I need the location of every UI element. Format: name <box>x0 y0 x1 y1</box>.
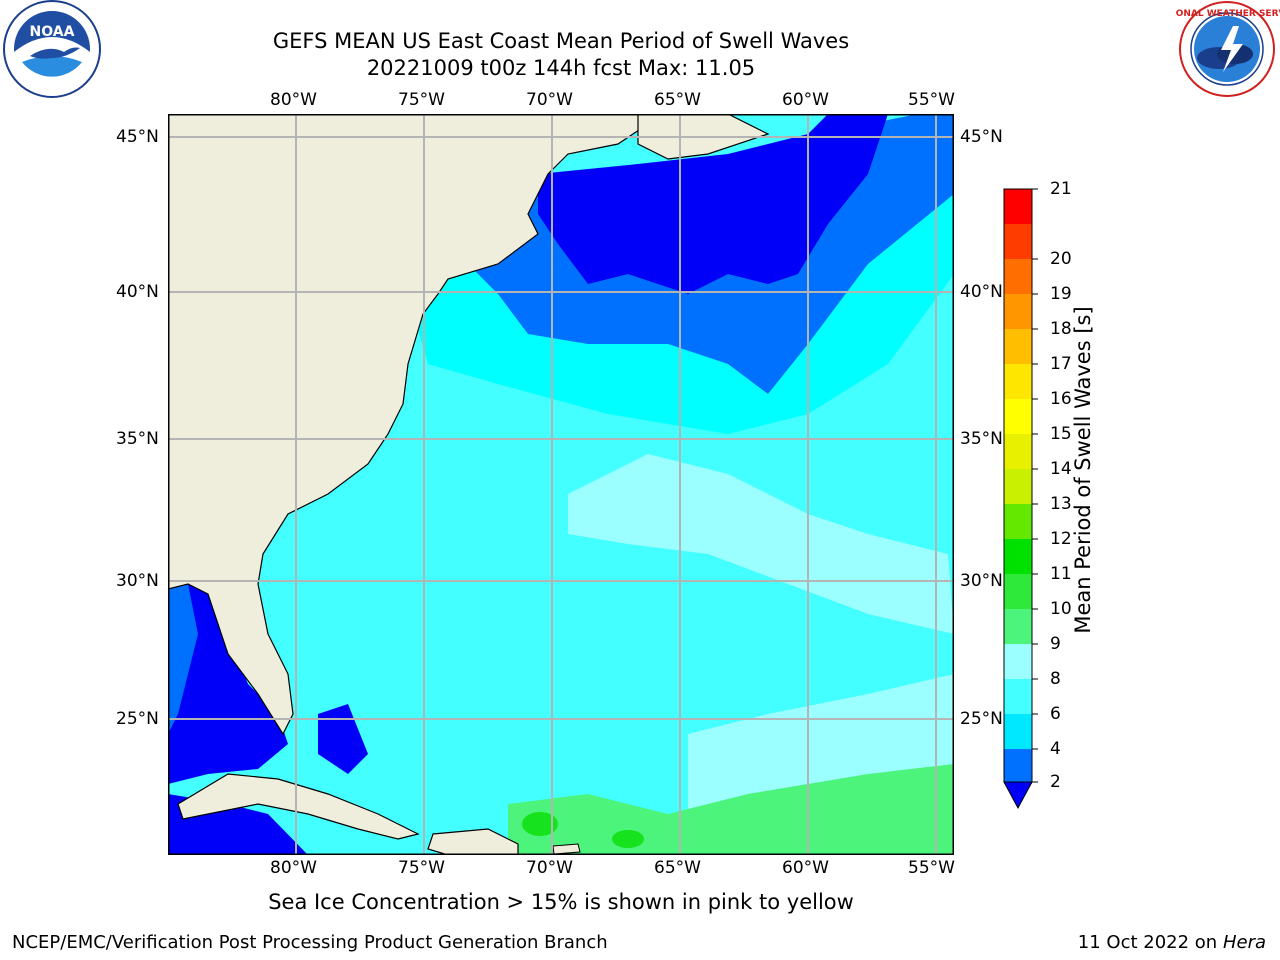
lat-label-left-35n: 35°N <box>116 429 159 449</box>
land-hispaniola <box>427 828 519 855</box>
colorbar-frame <box>1003 188 1033 783</box>
nws-logo: NATIONAL WEATHER SERVICE <box>1175 1 1280 97</box>
colorbar-tick-label: 12 <box>1050 529 1072 549</box>
colorbar-segment <box>1004 399 1032 434</box>
lon-label-top-75w: 75°W <box>398 90 445 110</box>
colorbar-tick-label: 20 <box>1050 249 1072 269</box>
colorbar-tick-label: 6 <box>1050 704 1061 724</box>
colorbar-under-arrow <box>1003 781 1033 810</box>
colorbar-segment <box>1004 364 1032 399</box>
colorbar-tick-label: 21 <box>1050 179 1072 199</box>
lat-label-left-30n: 30°N <box>116 571 159 591</box>
colorbar-tick-label: 18 <box>1050 319 1072 339</box>
colorbar-tick-label: 8 <box>1050 669 1061 689</box>
noaa-logo: NOAA <box>3 0 101 98</box>
ocean-8-9s-central <box>568 454 954 634</box>
colorbar-segment <box>1004 574 1032 609</box>
sea-ice-note: Sea Ice Concentration > 15% is shown in … <box>268 890 854 914</box>
lat-label-right-35n: 35°N <box>960 429 1003 449</box>
colorbar-segment <box>1004 189 1032 224</box>
gulf-2-4s <box>168 584 198 734</box>
colorbar-tick-label: 13 <box>1050 494 1072 514</box>
colorbar-segment <box>1004 644 1032 679</box>
map-frame <box>168 114 954 855</box>
colorbar-tick-label: 2 <box>1050 772 1061 792</box>
lon-label-top-60w: 60°W <box>782 90 829 110</box>
generation-date: 11 Oct 2022 on Hera <box>1078 932 1266 953</box>
lon-label-bottom-65w: 65°W <box>654 858 701 878</box>
lat-label-right-30n: 30°N <box>960 571 1003 591</box>
swell-period-map <box>168 114 954 855</box>
ocean-10-11s-b <box>612 830 644 848</box>
colorbar-segment <box>1004 329 1032 364</box>
colorbar-tick-label: 4 <box>1050 739 1061 759</box>
colorbar-tick-label: 14 <box>1050 459 1072 479</box>
noaa-logo-text: NOAA <box>30 24 75 40</box>
colorbar-segment <box>1004 609 1032 644</box>
colorbar-tick-label: 19 <box>1050 284 1072 304</box>
lon-label-top-55w: 55°W <box>908 90 955 110</box>
colorbar-segment <box>1004 469 1032 504</box>
colorbar-segment <box>1004 679 1032 714</box>
chart-title: GEFS MEAN US East Coast Mean Period of S… <box>272 29 850 53</box>
graticule <box>168 114 954 855</box>
generation-date-text: 11 Oct 2022 on <box>1077 932 1223 953</box>
lon-label-bottom-60w: 60°W <box>782 858 829 878</box>
colorbar-segment <box>1004 504 1032 539</box>
colorbar-segment <box>1004 714 1032 749</box>
lon-label-top-80w: 80°W <box>270 90 317 110</box>
colorbar-tick-label: 10 <box>1050 599 1072 619</box>
chart-subtitle: 20221009 t00z 144h fcst Max: 11.05 <box>366 56 756 80</box>
lon-label-bottom-55w: 55°W <box>908 858 955 878</box>
lon-label-bottom-80w: 80°W <box>270 858 317 878</box>
lat-label-right-40n: 40°N <box>960 282 1003 302</box>
ocean-10-11s-a <box>522 812 558 836</box>
land-cuba <box>177 773 420 840</box>
colorbar <box>1003 188 1038 810</box>
machine-name: Hera <box>1222 932 1266 953</box>
colorbar-segment <box>1004 539 1032 574</box>
colorbar-segment <box>1004 259 1032 294</box>
lat-label-left-45n: 45°N <box>116 127 159 147</box>
lat-label-left-40n: 40°N <box>116 282 159 302</box>
colorbar-segment <box>1004 434 1032 469</box>
colorbar-segment <box>1004 749 1032 784</box>
colorbar-tick-label: 11 <box>1050 564 1072 584</box>
lat-label-left-25n: 25°N <box>116 709 159 729</box>
lon-label-bottom-70w: 70°W <box>526 858 573 878</box>
colorbar-segment <box>1004 294 1032 329</box>
nws-logo-text: NATIONAL WEATHER SERVICE <box>1175 9 1280 19</box>
lat-label-right-45n: 45°N <box>960 127 1003 147</box>
colorbar-segment <box>1004 224 1032 259</box>
land-puerto-rico <box>552 843 581 855</box>
colorbar-tick-label: 17 <box>1050 354 1072 374</box>
lon-label-top-70w: 70°W <box>526 90 573 110</box>
colorbar-tick-label: 16 <box>1050 389 1072 409</box>
land-north-america <box>168 114 649 736</box>
ocean-lt2s-ne <box>538 114 888 294</box>
bahamas-lt2s <box>318 704 368 774</box>
colorbar-label: Mean Period of Swell Waves [s] <box>1071 306 1095 634</box>
lon-label-bottom-75w: 75°W <box>398 858 445 878</box>
lon-label-top-65w: 65°W <box>654 90 701 110</box>
lat-label-right-25n: 25°N <box>960 709 1003 729</box>
colorbar-tick-label: 15 <box>1050 424 1072 444</box>
credit-text: NCEP/EMC/Verification Post Processing Pr… <box>12 932 608 953</box>
colorbar-tick-label: 9 <box>1050 634 1061 654</box>
